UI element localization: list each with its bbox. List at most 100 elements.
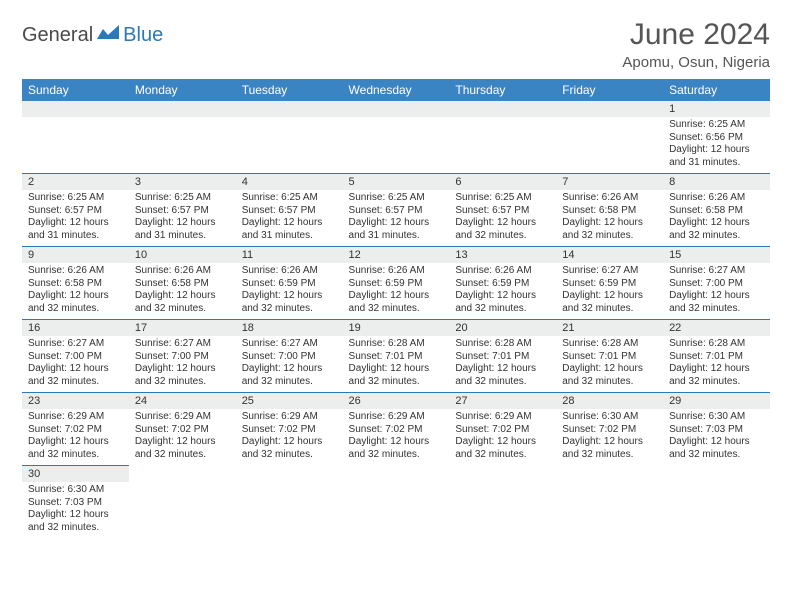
day-number: 27 [449, 393, 556, 409]
day-line-d1: Daylight: 12 hours [135, 363, 230, 376]
day-number: 2 [22, 174, 129, 190]
calendar-empty [22, 101, 129, 174]
day-line-ss: Sunset: 7:01 PM [669, 351, 764, 364]
calendar-day: 23Sunrise: 6:29 AMSunset: 7:02 PMDayligh… [22, 393, 129, 466]
day-details: Sunrise: 6:26 AMSunset: 6:58 PMDaylight:… [129, 263, 236, 319]
day-details: Sunrise: 6:26 AMSunset: 6:59 PMDaylight:… [236, 263, 343, 319]
day-line-sr: Sunrise: 6:30 AM [562, 411, 657, 424]
day-line-sr: Sunrise: 6:25 AM [455, 192, 550, 205]
calendar-day: 18Sunrise: 6:27 AMSunset: 7:00 PMDayligh… [236, 320, 343, 393]
day-line-sr: Sunrise: 6:27 AM [669, 265, 764, 278]
calendar-day: 4Sunrise: 6:25 AMSunset: 6:57 PMDaylight… [236, 174, 343, 247]
calendar-day: 16Sunrise: 6:27 AMSunset: 7:00 PMDayligh… [22, 320, 129, 393]
day-line-sr: Sunrise: 6:28 AM [562, 338, 657, 351]
calendar-week: 2Sunrise: 6:25 AMSunset: 6:57 PMDaylight… [22, 174, 770, 247]
day-line-d1: Daylight: 12 hours [669, 290, 764, 303]
day-details: Sunrise: 6:25 AMSunset: 6:57 PMDaylight:… [236, 190, 343, 246]
day-number: 9 [22, 247, 129, 263]
day-line-d2: and 32 minutes. [135, 303, 230, 316]
day-details: Sunrise: 6:28 AMSunset: 7:01 PMDaylight:… [556, 336, 663, 392]
day-line-d1: Daylight: 12 hours [562, 290, 657, 303]
day-details: Sunrise: 6:27 AMSunset: 7:00 PMDaylight:… [129, 336, 236, 392]
calendar-day: 5Sunrise: 6:25 AMSunset: 6:57 PMDaylight… [343, 174, 450, 247]
calendar-day: 30Sunrise: 6:30 AMSunset: 7:03 PMDayligh… [22, 466, 129, 539]
brand-part1: General [22, 24, 93, 47]
day-line-ss: Sunset: 7:00 PM [242, 351, 337, 364]
day-line-d2: and 32 minutes. [349, 449, 444, 462]
day-number-empty [129, 101, 236, 117]
day-line-sr: Sunrise: 6:27 AM [28, 338, 123, 351]
day-line-sr: Sunrise: 6:26 AM [242, 265, 337, 278]
day-line-d1: Daylight: 12 hours [669, 144, 764, 157]
day-line-ss: Sunset: 7:02 PM [242, 424, 337, 437]
day-line-sr: Sunrise: 6:29 AM [349, 411, 444, 424]
day-line-sr: Sunrise: 6:27 AM [562, 265, 657, 278]
calendar-day: 17Sunrise: 6:27 AMSunset: 7:00 PMDayligh… [129, 320, 236, 393]
calendar-day: 13Sunrise: 6:26 AMSunset: 6:59 PMDayligh… [449, 247, 556, 320]
day-line-ss: Sunset: 7:02 PM [28, 424, 123, 437]
day-details: Sunrise: 6:29 AMSunset: 7:02 PMDaylight:… [343, 409, 450, 465]
day-line-sr: Sunrise: 6:29 AM [135, 411, 230, 424]
day-line-d2: and 31 minutes. [349, 230, 444, 243]
brand-logo: General Blue [22, 18, 163, 47]
day-number: 13 [449, 247, 556, 263]
day-line-d1: Daylight: 12 hours [669, 217, 764, 230]
day-number-empty [449, 101, 556, 117]
day-line-d2: and 32 minutes. [455, 449, 550, 462]
day-details: Sunrise: 6:27 AMSunset: 7:00 PMDaylight:… [22, 336, 129, 392]
day-number: 11 [236, 247, 343, 263]
day-line-sr: Sunrise: 6:30 AM [28, 484, 123, 497]
month-title: June 2024 [622, 18, 770, 52]
day-line-sr: Sunrise: 6:28 AM [349, 338, 444, 351]
day-number: 29 [663, 393, 770, 409]
calendar-empty [236, 101, 343, 174]
day-line-sr: Sunrise: 6:26 AM [562, 192, 657, 205]
day-line-ss: Sunset: 6:58 PM [669, 205, 764, 218]
calendar-day: 22Sunrise: 6:28 AMSunset: 7:01 PMDayligh… [663, 320, 770, 393]
day-number: 20 [449, 320, 556, 336]
day-line-sr: Sunrise: 6:29 AM [28, 411, 123, 424]
header: General Blue June 2024 Apomu, Osun, Nige… [22, 18, 770, 71]
day-details: Sunrise: 6:28 AMSunset: 7:01 PMDaylight:… [449, 336, 556, 392]
day-line-ss: Sunset: 6:58 PM [562, 205, 657, 218]
day-number: 3 [129, 174, 236, 190]
day-number: 30 [22, 466, 129, 482]
day-line-d1: Daylight: 12 hours [28, 217, 123, 230]
calendar-empty [663, 466, 770, 539]
calendar-day: 19Sunrise: 6:28 AMSunset: 7:01 PMDayligh… [343, 320, 450, 393]
day-number: 26 [343, 393, 450, 409]
day-details: Sunrise: 6:25 AMSunset: 6:57 PMDaylight:… [22, 190, 129, 246]
calendar-day: 2Sunrise: 6:25 AMSunset: 6:57 PMDaylight… [22, 174, 129, 247]
day-line-sr: Sunrise: 6:29 AM [455, 411, 550, 424]
day-details: Sunrise: 6:30 AMSunset: 7:03 PMDaylight:… [22, 482, 129, 538]
calendar-day: 9Sunrise: 6:26 AMSunset: 6:58 PMDaylight… [22, 247, 129, 320]
day-line-d2: and 32 minutes. [562, 449, 657, 462]
weekday-header: Friday [556, 79, 663, 101]
day-line-d1: Daylight: 12 hours [135, 290, 230, 303]
day-number: 21 [556, 320, 663, 336]
day-details: Sunrise: 6:29 AMSunset: 7:02 PMDaylight:… [236, 409, 343, 465]
day-line-d1: Daylight: 12 hours [242, 436, 337, 449]
day-number: 28 [556, 393, 663, 409]
day-details: Sunrise: 6:26 AMSunset: 6:59 PMDaylight:… [449, 263, 556, 319]
day-details: Sunrise: 6:29 AMSunset: 7:02 PMDaylight:… [22, 409, 129, 465]
day-line-sr: Sunrise: 6:28 AM [455, 338, 550, 351]
day-line-sr: Sunrise: 6:27 AM [242, 338, 337, 351]
day-line-d2: and 32 minutes. [28, 376, 123, 389]
day-number: 15 [663, 247, 770, 263]
calendar-day: 25Sunrise: 6:29 AMSunset: 7:02 PMDayligh… [236, 393, 343, 466]
day-line-d2: and 32 minutes. [669, 230, 764, 243]
day-line-d1: Daylight: 12 hours [349, 363, 444, 376]
day-line-ss: Sunset: 7:00 PM [28, 351, 123, 364]
calendar-day: 26Sunrise: 6:29 AMSunset: 7:02 PMDayligh… [343, 393, 450, 466]
day-details: Sunrise: 6:26 AMSunset: 6:58 PMDaylight:… [663, 190, 770, 246]
day-line-d1: Daylight: 12 hours [28, 363, 123, 376]
day-line-ss: Sunset: 6:59 PM [562, 278, 657, 291]
day-details: Sunrise: 6:27 AMSunset: 6:59 PMDaylight:… [556, 263, 663, 319]
calendar-day: 7Sunrise: 6:26 AMSunset: 6:58 PMDaylight… [556, 174, 663, 247]
weekday-header: Sunday [22, 79, 129, 101]
calendar-table: SundayMondayTuesdayWednesdayThursdayFrid… [22, 79, 770, 538]
day-number: 10 [129, 247, 236, 263]
day-line-d2: and 32 minutes. [562, 230, 657, 243]
weekday-header: Tuesday [236, 79, 343, 101]
